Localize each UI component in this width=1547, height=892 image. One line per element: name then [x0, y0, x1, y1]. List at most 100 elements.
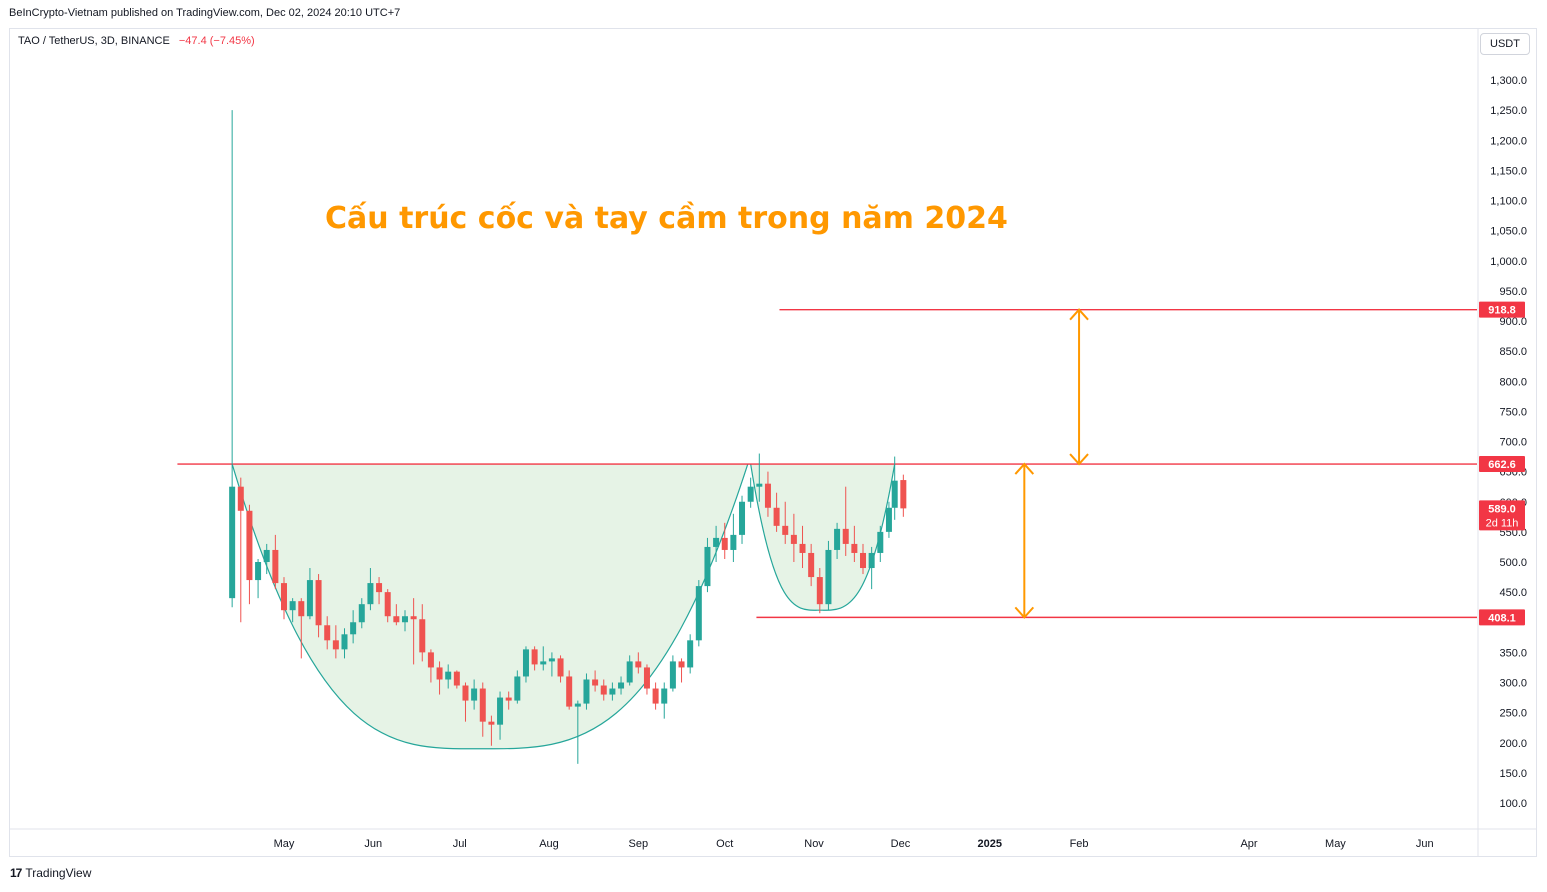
candle[interactable] [799, 543, 806, 553]
candle[interactable] [825, 549, 832, 605]
candle[interactable] [790, 534, 797, 544]
y-tick-label: 1,150.0 [1490, 165, 1527, 177]
candle[interactable] [263, 549, 270, 562]
candle[interactable] [401, 616, 408, 623]
currency-button[interactable]: USDT [1480, 33, 1530, 55]
candle[interactable] [281, 583, 287, 611]
candle[interactable] [816, 577, 823, 605]
y-tick-label: 1,000.0 [1490, 256, 1527, 268]
x-tick-label: Sep [629, 838, 649, 850]
candle[interactable] [600, 685, 607, 695]
candle[interactable] [808, 552, 815, 578]
candle[interactable] [306, 580, 313, 617]
candle[interactable] [229, 486, 236, 599]
candle[interactable] [704, 546, 711, 587]
candle[interactable] [471, 688, 478, 701]
candle[interactable] [566, 676, 573, 707]
candle[interactable] [540, 661, 547, 665]
candle[interactable] [891, 480, 898, 508]
candle[interactable] [410, 616, 417, 620]
symbol-name[interactable]: TAO / TetherUS, 3D, BINANCE [18, 35, 170, 47]
candle[interactable] [747, 486, 754, 502]
candle[interactable] [332, 640, 339, 650]
candle[interactable] [315, 580, 322, 626]
price-badge-label: 918.8 [1488, 305, 1516, 317]
candle[interactable] [756, 483, 763, 487]
tradingview-brand[interactable]: 17 TradingView [10, 866, 91, 880]
candle[interactable] [730, 534, 737, 550]
candle[interactable] [350, 622, 357, 635]
candle[interactable] [531, 649, 538, 665]
candle[interactable] [860, 552, 867, 569]
y-tick-label: 1,100.0 [1490, 196, 1527, 208]
candle[interactable] [652, 688, 659, 704]
candle[interactable] [618, 682, 625, 689]
candle[interactable] [721, 537, 728, 550]
candle[interactable] [341, 634, 348, 650]
candle[interactable] [393, 616, 400, 623]
x-tick-label: Jun [1416, 838, 1434, 850]
candle[interactable] [661, 688, 668, 704]
price-badge [1479, 500, 1525, 531]
candle[interactable] [635, 661, 642, 668]
candle[interactable] [678, 661, 685, 668]
candle[interactable] [609, 688, 616, 695]
candle[interactable] [289, 601, 296, 611]
candle[interactable] [514, 676, 521, 701]
candle[interactable] [453, 671, 460, 686]
y-tick-label: 1,250.0 [1490, 105, 1527, 117]
candle[interactable] [900, 480, 907, 509]
candle[interactable] [851, 543, 858, 553]
candle[interactable] [842, 528, 849, 544]
candle[interactable] [367, 583, 374, 605]
candle[interactable] [324, 625, 331, 641]
candle[interactable] [246, 510, 253, 581]
tradingview-logo-icon: 17 [10, 866, 22, 880]
y-tick-label: 150.0 [1499, 768, 1527, 780]
publish-info: BeInCrypto-Vietnam published on TradingV… [9, 7, 401, 19]
candle[interactable] [592, 679, 599, 686]
candle[interactable] [877, 531, 884, 553]
candle[interactable] [384, 592, 391, 617]
candle[interactable] [497, 697, 504, 725]
candle[interactable] [713, 537, 720, 547]
candle[interactable] [885, 507, 892, 532]
candle[interactable] [626, 661, 633, 683]
tradingview-label: TradingView [25, 866, 92, 880]
candle[interactable] [488, 721, 495, 725]
candle[interactable] [255, 562, 262, 581]
candle[interactable] [557, 658, 564, 677]
candle[interactable] [272, 549, 279, 584]
price-change: −47.4 (−7.45%) [178, 35, 255, 47]
candle[interactable] [583, 679, 590, 704]
candle[interactable] [643, 667, 650, 689]
x-tick-label: 2025 [978, 838, 1002, 850]
handle-fill [750, 464, 895, 611]
candle[interactable] [237, 486, 244, 511]
candle[interactable] [764, 483, 771, 508]
candle[interactable] [522, 649, 529, 677]
chart-frame [9, 28, 1537, 857]
candle[interactable] [298, 601, 305, 617]
candle[interactable] [505, 697, 512, 701]
candle[interactable] [695, 586, 702, 641]
candle[interactable] [687, 640, 694, 668]
y-tick-label: 100.0 [1499, 798, 1527, 810]
candle[interactable] [462, 685, 469, 701]
candle[interactable] [834, 528, 841, 550]
candle[interactable] [669, 661, 676, 689]
candle[interactable] [868, 552, 875, 569]
candle[interactable] [436, 667, 443, 680]
candle[interactable] [782, 525, 789, 535]
candle[interactable] [419, 619, 426, 653]
candle[interactable] [548, 658, 555, 662]
candle[interactable] [739, 501, 746, 535]
candle[interactable] [445, 671, 452, 680]
candle[interactable] [427, 652, 434, 668]
candle[interactable] [479, 688, 486, 722]
candle[interactable] [773, 507, 780, 526]
candle[interactable] [574, 703, 581, 707]
candle[interactable] [358, 604, 365, 623]
candle[interactable] [376, 583, 383, 593]
